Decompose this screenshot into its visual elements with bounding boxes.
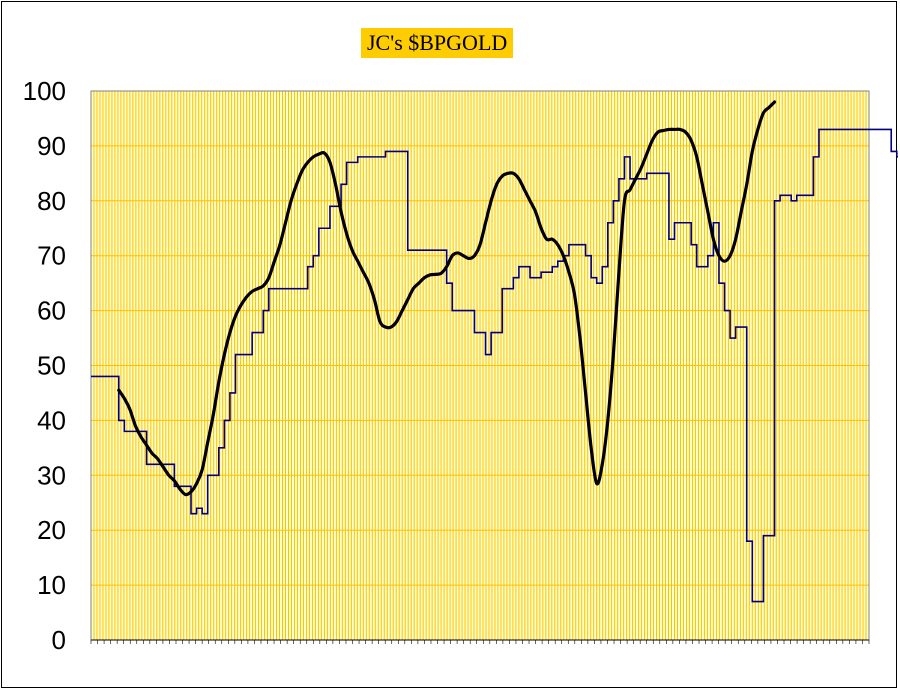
y-tick-label: 90 — [37, 131, 66, 161]
smoothed-average-line — [117, 100, 777, 497]
series-layer — [91, 100, 898, 603]
x-axis — [90, 639, 870, 644]
y-tick-label: 20 — [37, 515, 66, 545]
price-step-line — [91, 128, 898, 603]
y-tick-label: 30 — [37, 460, 66, 490]
y-tick-label: 70 — [37, 241, 66, 271]
chart-title: JC's $BPGOLD — [361, 28, 514, 58]
y-axis: 0 10 20 30 40 50 60 70 80 90 100 — [23, 76, 66, 655]
y-tick-label: 80 — [37, 186, 66, 216]
y-tick-label: 40 — [37, 405, 66, 435]
y-tick-label: 100 — [23, 76, 66, 106]
y-tick-label: 60 — [37, 296, 66, 326]
y-tick-label: 10 — [37, 570, 66, 600]
y-tick-label: 50 — [37, 351, 66, 381]
y-tick-label: 0 — [52, 625, 66, 655]
